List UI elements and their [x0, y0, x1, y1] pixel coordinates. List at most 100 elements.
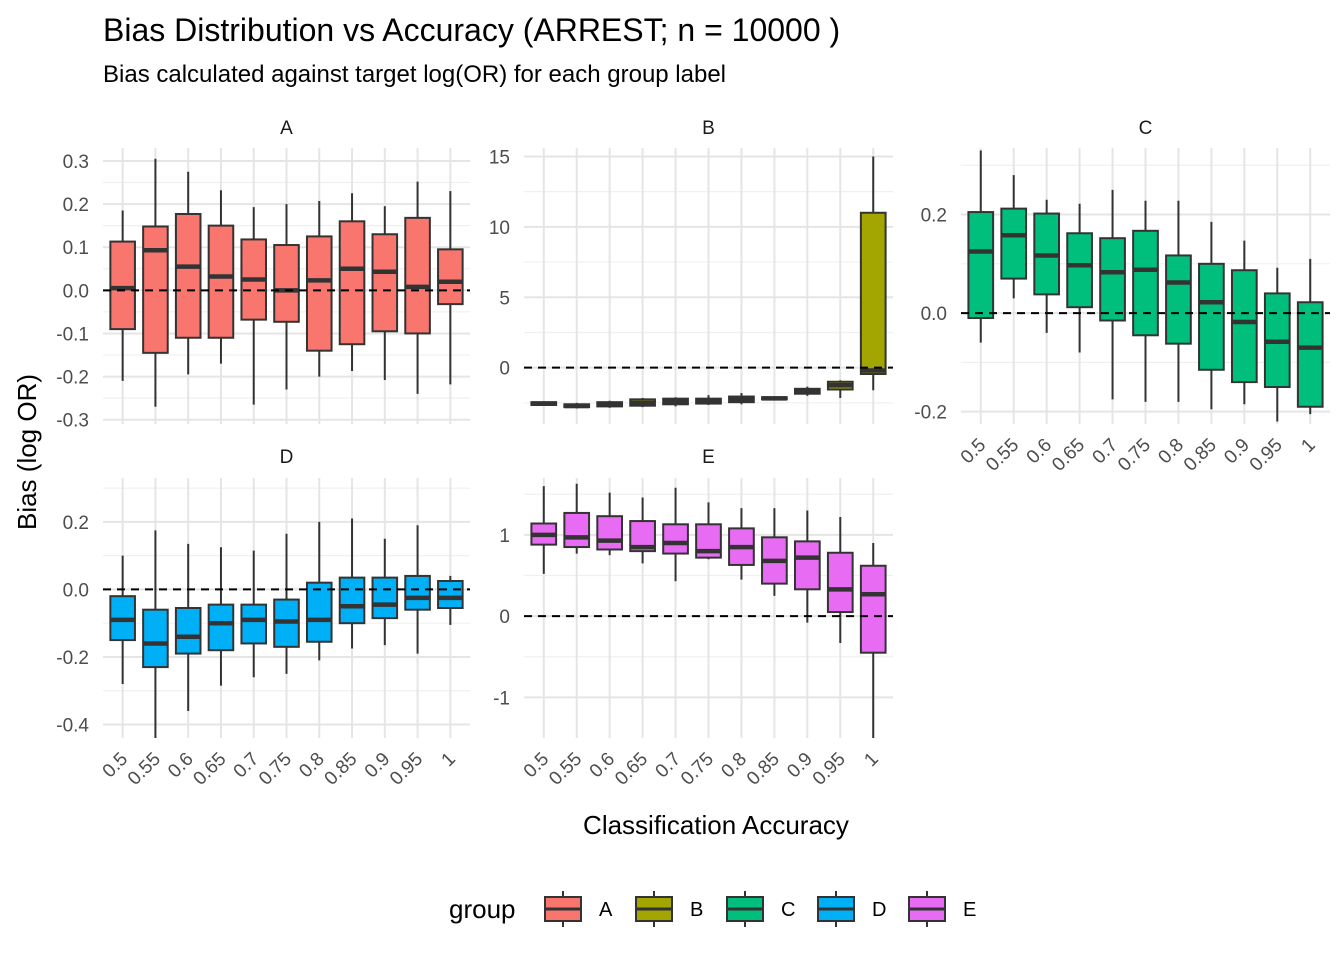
- box-c-0.95: [1263, 267, 1291, 422]
- box-c-0.6: [1033, 199, 1061, 333]
- y-tick-label: 0: [499, 607, 510, 628]
- y-tick-label: -1: [493, 688, 510, 709]
- y-tick-label: -0.2: [914, 403, 947, 424]
- box-body: [826, 551, 854, 614]
- box-b-0.95: [826, 380, 854, 398]
- box-e-0.8: [728, 508, 755, 580]
- legend-label: B: [690, 899, 703, 921]
- y-tick-label: 15: [489, 147, 510, 168]
- box-b-0.6: [596, 400, 624, 408]
- box-e-0.6: [596, 492, 624, 556]
- x-tick-label: 0.55: [982, 435, 1023, 476]
- box-body: [371, 576, 399, 620]
- box-body: [1066, 232, 1093, 309]
- box-body: [1230, 269, 1258, 384]
- box-body: [1000, 207, 1028, 280]
- box-body: [273, 244, 300, 323]
- x-tick-label: 1: [1297, 435, 1319, 457]
- facet-c: -0.20.00.2C0.50.55 0.60.65 0.70.75 0.80.85 0…: [914, 118, 1330, 476]
- facet-label: E: [702, 447, 715, 468]
- legend-label: E: [963, 899, 976, 921]
- box-c-0.5: [967, 150, 995, 343]
- box-c-0.65: [1066, 203, 1093, 353]
- box-body: [338, 576, 366, 625]
- y-tick-label: 0.2: [921, 206, 947, 227]
- y-tick-label: 0.3: [63, 152, 89, 173]
- x-tick-label: 0.95: [386, 749, 427, 790]
- box-e-0.65: [629, 497, 656, 564]
- y-axis-title: Bias (log OR): [12, 374, 42, 530]
- box-body: [174, 607, 202, 655]
- y-tick-label: 0.0: [63, 281, 89, 302]
- box-b-0.75: [695, 395, 722, 405]
- box-e-1: [859, 543, 887, 738]
- x-tick-label: 0.75: [677, 749, 718, 790]
- box-body: [109, 240, 136, 331]
- box-body: [1198, 262, 1225, 371]
- x-tick-label: 0.55: [545, 749, 586, 790]
- x-tick-label: 0.75: [1114, 435, 1155, 476]
- box-d-0.75: [273, 533, 300, 674]
- x-tick-label: 0.65: [189, 749, 230, 790]
- y-tick-label: 0.0: [63, 580, 89, 601]
- box-e-0.95: [826, 517, 854, 643]
- box-b-0.9: [793, 386, 821, 396]
- box-d-1: [437, 575, 464, 625]
- facet-label: C: [1139, 118, 1153, 139]
- box-body: [793, 540, 821, 591]
- x-tick-label: 0.95: [809, 749, 850, 790]
- box-a-0.9: [371, 206, 399, 381]
- box-body: [142, 608, 169, 669]
- facet-label: A: [280, 118, 293, 139]
- box-d-0.7: [240, 550, 268, 678]
- x-tick-label: 0.65: [611, 749, 652, 790]
- box-d-0.9: [371, 538, 399, 646]
- legend-keys: A B C D E: [544, 891, 976, 927]
- x-tick-label: 0.85: [1180, 435, 1221, 476]
- facet-d: -0.4-0.20.00.2D0.50.55 0.60.65 0.70.75 0.80…: [56, 447, 470, 790]
- legend-key-d: D: [817, 891, 886, 927]
- box-b-0.65: [629, 397, 656, 408]
- y-tick-label: 10: [489, 218, 510, 239]
- facet-b: 0 5 10 15 B: [489, 118, 893, 424]
- box-c-0.85: [1198, 221, 1225, 410]
- facet-panels: -0.3-0.2-0.10.00.10.20.3A051015B-0.20.00…: [56, 118, 1330, 790]
- box-body: [437, 579, 464, 609]
- y-tick-label: -0.4: [56, 715, 89, 736]
- y-tick-label: 1: [499, 526, 510, 547]
- legend-key-e: E: [908, 891, 976, 927]
- box-e-0.5: [530, 486, 558, 574]
- box-c-0.55: [1000, 175, 1028, 299]
- box-b-0.7: [662, 397, 689, 407]
- box-e-0.9: [793, 510, 821, 623]
- box-body: [859, 564, 887, 654]
- legend-title: group: [449, 894, 516, 924]
- y-tick-label: -0.2: [56, 648, 89, 669]
- box-body: [662, 523, 689, 555]
- box-body: [207, 224, 235, 339]
- legend-key-c: C: [726, 891, 795, 927]
- box-a-0.95: [404, 181, 431, 394]
- box-body: [437, 248, 464, 306]
- box-c-0.8: [1165, 200, 1192, 402]
- legend: group A B C D E: [449, 891, 976, 927]
- box-body: [305, 235, 333, 352]
- x-axis-title: Classification Accuracy: [583, 810, 849, 840]
- box-d-0.65: [207, 547, 235, 686]
- box-body: [338, 220, 366, 346]
- box-c-0.75: [1132, 200, 1159, 402]
- y-tick-label: -0.1: [56, 324, 89, 345]
- box-b-0.85: [761, 396, 788, 401]
- box-body: [371, 233, 399, 333]
- box-body: [404, 216, 431, 335]
- box-a-0.75: [273, 204, 300, 390]
- box-a-0.55: [142, 158, 169, 407]
- box-d-0.85: [338, 518, 366, 649]
- box-c-0.7: [1099, 189, 1126, 400]
- box-body: [305, 581, 333, 643]
- legend-label: C: [781, 899, 795, 921]
- x-tick-label: 0.55: [124, 749, 165, 790]
- box-body: [207, 603, 235, 652]
